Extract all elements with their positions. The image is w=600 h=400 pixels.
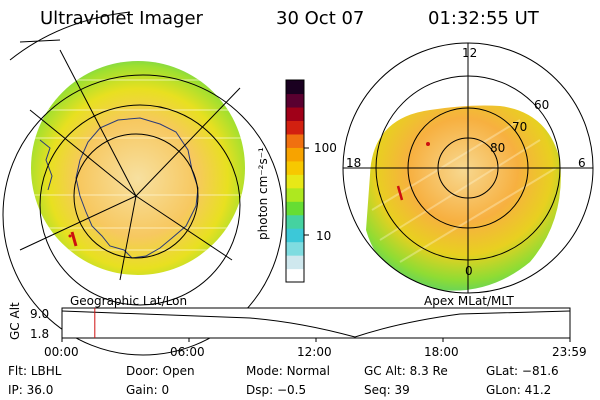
info-ip: IP: 36.0 (8, 383, 54, 397)
colorbar-tick-100: 100 (314, 141, 337, 155)
info-mode: Mode: Normal (246, 364, 330, 378)
mlat-label-60: 60 (534, 98, 550, 112)
info-glon: GLon: 41.2 (486, 383, 552, 397)
colorbar-swatch (286, 174, 304, 189)
timeline-xtick-1800: 18:00 (424, 345, 459, 359)
geographic-panel-label: Geographic Lat/Lon (70, 294, 188, 308)
timeline-xtick-0000: 00:00 (44, 345, 79, 359)
colorbar-swatch (286, 120, 304, 135)
timeline-ytick-high: 9.0 (30, 307, 50, 321)
colorbar-unit-label: photon cm⁻²s⁻¹ (256, 147, 270, 240)
mlt-label-18: 18 (346, 156, 362, 170)
mlat-label-80: 80 (490, 141, 506, 155)
colorbar-swatch (286, 160, 304, 175)
instrument-title: Ultraviolet Imager (40, 8, 203, 29)
colorbar (285, 79, 309, 283)
timeline-xtick-0600: 06:00 (170, 345, 205, 359)
info-door: Door: Open (126, 364, 195, 378)
image-date: 30 Oct 07 (276, 8, 365, 29)
colorbar-swatch (286, 241, 304, 256)
info-gc-alt: GC Alt: 8.3 Re (364, 364, 448, 378)
info-dsp: Dsp: −0.5 (246, 383, 307, 397)
timeline-xtick-1200: 12:00 (297, 345, 332, 359)
timeline-axis-label: GC Alt (8, 302, 22, 340)
mlt-label-12: 12 (462, 46, 478, 60)
colorbar-swatch (286, 187, 304, 202)
image-time: 01:32:55 UT (428, 8, 539, 29)
colorbar-swatch (286, 201, 304, 216)
colorbar-swatch (286, 133, 304, 148)
mlt-label-6: 6 (578, 156, 586, 170)
colorbar-swatch (286, 228, 304, 243)
info-seq: Seq: 39 (364, 383, 410, 397)
apex-panel-label: Apex MLat/MLT (424, 294, 514, 308)
colorbar-swatch (286, 255, 304, 270)
mlat-label-70: 70 (512, 120, 528, 134)
colorbar-swatch (286, 214, 304, 229)
apex-mlat-mlt-image (342, 42, 594, 294)
info-glat: GLat: −81.6 (486, 364, 559, 378)
colorbar-swatch (286, 268, 304, 283)
colorbar-tick-10: 10 (316, 229, 332, 243)
timeline-plot (61, 307, 571, 342)
colorbar-swatch (286, 80, 304, 95)
colorbar-swatch (286, 106, 304, 121)
mlt-label-0: 0 (465, 264, 473, 278)
timeline-ytick-low: 1.8 (30, 327, 50, 341)
info-gain: Gain: 0 (126, 383, 170, 397)
info-flt: Flt: LBHL (8, 364, 62, 378)
colorbar-swatch (286, 93, 304, 108)
timeline-xtick-2359: 23:59 (552, 345, 587, 359)
colorbar-swatch (286, 147, 304, 162)
colorbar-frame (285, 79, 305, 283)
